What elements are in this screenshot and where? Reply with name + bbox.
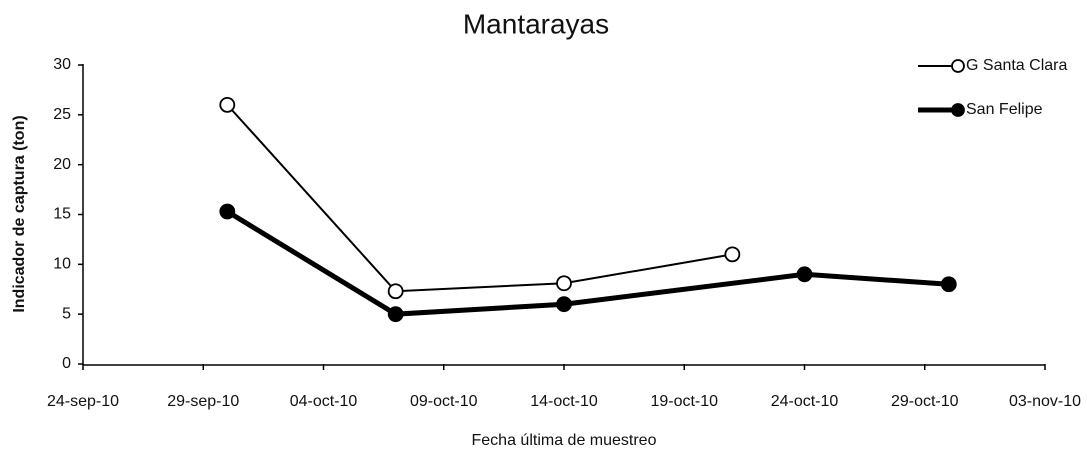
x-axis-title: Fecha última de muestreo — [472, 432, 657, 449]
x-tick-label: 03-nov-10 — [1009, 393, 1081, 410]
y-tick-label: 5 — [62, 305, 71, 322]
data-point — [219, 96, 236, 113]
legend-label: San Felipe — [966, 101, 1043, 118]
data-point — [724, 246, 741, 263]
data-point — [940, 276, 957, 293]
legend-marker — [951, 59, 965, 73]
data-point — [796, 266, 813, 283]
legend-marker — [951, 103, 965, 117]
x-tick-label: 09-oct-10 — [410, 393, 478, 410]
x-tick-label: 19-oct-10 — [650, 393, 718, 410]
series-line — [225, 209, 949, 317]
legend-label: G Santa Clara — [966, 57, 1067, 74]
x-tick-label: 29-sep-10 — [167, 393, 239, 410]
x-tick-label: 24-oct-10 — [771, 393, 839, 410]
x-tick-label: 14-oct-10 — [530, 393, 598, 410]
y-tick-label: 0 — [62, 355, 71, 372]
y-tick-label: 10 — [53, 256, 71, 273]
series-line — [226, 104, 733, 293]
x-tick-label: 04-oct-10 — [290, 393, 358, 410]
chart-title: Mantarayas — [463, 8, 609, 39]
data-point — [387, 283, 404, 300]
y-tick-label: 15 — [53, 206, 71, 223]
x-tick-label: 24-sep-10 — [47, 393, 119, 410]
data-point — [556, 275, 572, 292]
y-tick-label: 30 — [53, 56, 71, 73]
x-tick-label: 29-oct-10 — [891, 393, 959, 410]
y-tick-label: 20 — [53, 156, 71, 173]
data-point — [556, 296, 572, 313]
y-tick-label: 25 — [53, 106, 71, 123]
data-point — [387, 306, 404, 323]
data-point — [219, 203, 236, 220]
y-axis-title: Indicador de captura (ton) — [11, 115, 28, 312]
